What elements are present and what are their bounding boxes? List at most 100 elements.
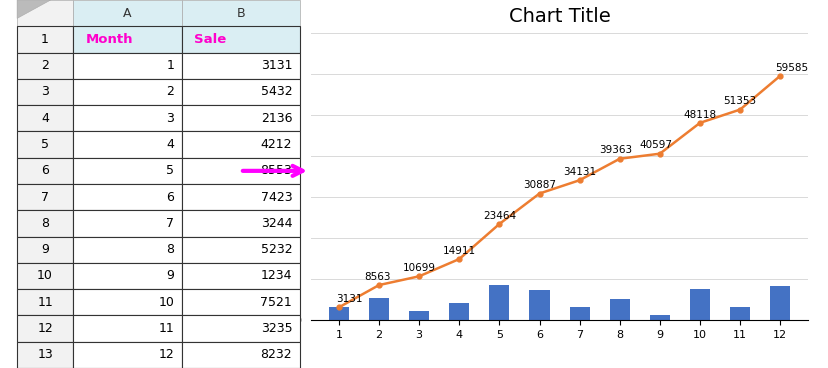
Text: 1: 1: [166, 59, 174, 72]
Text: 30887: 30887: [522, 180, 556, 190]
Bar: [489, 285, 509, 320]
Text: 10699: 10699: [402, 263, 436, 273]
Bar: [689, 289, 709, 320]
Bar: [729, 307, 749, 320]
Text: 23464: 23464: [482, 210, 515, 221]
Bar: [181, 0, 300, 26]
Text: 14911: 14911: [442, 246, 475, 256]
Text: 8553: 8553: [260, 164, 291, 177]
Bar: [17, 131, 73, 158]
Bar: [17, 105, 73, 131]
Bar: [181, 342, 300, 368]
Text: 8: 8: [166, 243, 174, 256]
Bar: [73, 53, 181, 79]
Bar: [73, 315, 181, 342]
Text: 5: 5: [166, 164, 174, 177]
Bar: [73, 26, 181, 53]
Bar: [529, 290, 549, 320]
Bar: [17, 26, 73, 53]
Bar: [73, 131, 181, 158]
Text: A: A: [123, 7, 132, 20]
Text: 13: 13: [37, 348, 53, 361]
Bar: [73, 210, 181, 237]
Bar: [73, 289, 181, 315]
Polygon shape: [17, 0, 51, 18]
Bar: [17, 53, 73, 79]
Text: 39363: 39363: [599, 145, 632, 155]
Bar: [181, 184, 300, 210]
Text: 5432: 5432: [260, 85, 291, 99]
Text: 6: 6: [41, 164, 49, 177]
Bar: [569, 307, 589, 320]
Text: 8: 8: [41, 217, 49, 230]
Text: Sale: Sale: [194, 33, 226, 46]
Text: 12: 12: [37, 322, 53, 335]
Bar: [181, 210, 300, 237]
Text: 10: 10: [37, 269, 53, 283]
Bar: [449, 303, 469, 320]
Bar: [609, 299, 629, 320]
Bar: [17, 158, 73, 184]
Text: 3: 3: [166, 112, 174, 125]
Text: 2: 2: [166, 85, 174, 99]
Text: 5232: 5232: [260, 243, 291, 256]
Text: 10: 10: [158, 296, 174, 309]
Text: 12: 12: [158, 348, 174, 361]
Bar: [73, 105, 181, 131]
Text: 2: 2: [41, 59, 49, 72]
Text: 2136: 2136: [261, 112, 291, 125]
Text: 4212: 4212: [261, 138, 291, 151]
Text: 1: 1: [41, 33, 49, 46]
Bar: [409, 311, 429, 320]
Bar: [17, 0, 73, 26]
Text: B: B: [236, 7, 245, 20]
Bar: [181, 237, 300, 263]
Text: 3: 3: [41, 85, 49, 99]
Text: 7: 7: [41, 191, 49, 204]
Text: 7: 7: [166, 217, 174, 230]
Text: 3235: 3235: [260, 322, 291, 335]
Bar: [17, 184, 73, 210]
Bar: [181, 26, 300, 53]
Text: Month: Month: [86, 33, 133, 46]
Bar: [649, 315, 669, 320]
Bar: [73, 158, 181, 184]
Bar: [73, 184, 181, 210]
Text: 3131: 3131: [335, 294, 362, 304]
Bar: [181, 263, 300, 289]
Bar: [17, 342, 73, 368]
Bar: [73, 342, 181, 368]
Text: 34131: 34131: [562, 167, 595, 177]
Text: 11: 11: [158, 322, 174, 335]
Bar: [181, 315, 300, 342]
Bar: [17, 315, 73, 342]
Bar: [181, 105, 300, 131]
Bar: [17, 79, 73, 105]
Text: 7423: 7423: [260, 191, 291, 204]
Bar: [17, 289, 73, 315]
Bar: [329, 307, 349, 320]
Bar: [368, 298, 388, 320]
Bar: [73, 237, 181, 263]
Text: 59585: 59585: [775, 63, 808, 72]
Text: 40597: 40597: [638, 141, 672, 151]
Text: 8563: 8563: [363, 272, 390, 282]
Text: 7521: 7521: [260, 296, 291, 309]
Bar: [17, 263, 73, 289]
Bar: [73, 79, 181, 105]
Bar: [181, 79, 300, 105]
Bar: [181, 289, 300, 315]
Text: 8232: 8232: [260, 348, 291, 361]
Text: 9: 9: [166, 269, 174, 283]
Bar: [17, 237, 73, 263]
Text: 9: 9: [41, 243, 49, 256]
Bar: [17, 210, 73, 237]
Text: 3244: 3244: [261, 217, 291, 230]
Text: 48118: 48118: [682, 110, 715, 120]
Bar: [73, 263, 181, 289]
Title: Chart Title: Chart Title: [508, 7, 609, 26]
Text: 3131: 3131: [261, 59, 291, 72]
Text: 6: 6: [166, 191, 174, 204]
Text: 51353: 51353: [723, 96, 756, 106]
Text: 5: 5: [41, 138, 49, 151]
